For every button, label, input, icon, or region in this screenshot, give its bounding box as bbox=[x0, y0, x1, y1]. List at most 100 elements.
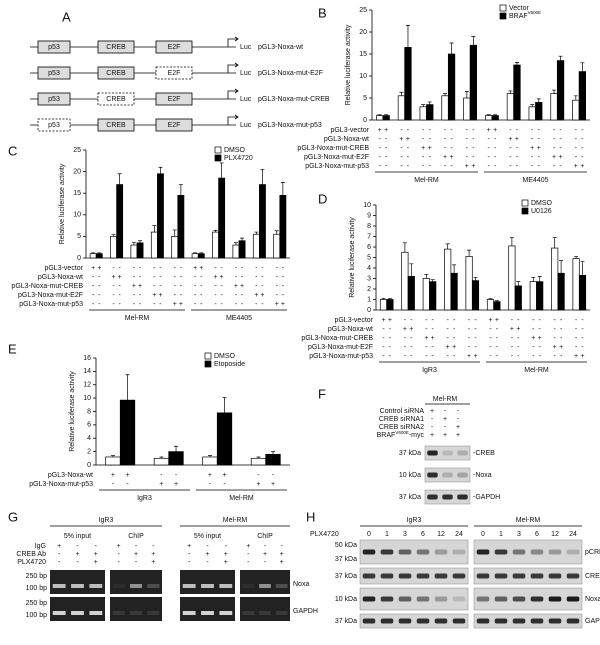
condition-sign: - bbox=[575, 127, 578, 134]
error-bar bbox=[125, 374, 130, 401]
condition-sign: + bbox=[493, 127, 497, 134]
condition-sign: + bbox=[467, 353, 471, 360]
error-bar bbox=[178, 184, 183, 196]
condition-label: pGL3-Noxa-mut-p53 bbox=[29, 481, 93, 488]
condition-sign: + bbox=[443, 416, 447, 423]
condition-sign: + bbox=[399, 136, 403, 143]
condition-sign: + bbox=[559, 344, 563, 351]
condition-sign: - bbox=[98, 274, 101, 281]
gel-band bbox=[219, 584, 233, 588]
y-tick-label: 10 bbox=[363, 202, 371, 209]
bar bbox=[463, 97, 471, 121]
condition-sign: - bbox=[511, 317, 514, 324]
condition-sign: + bbox=[125, 472, 129, 479]
condition-sign: - bbox=[447, 353, 450, 360]
condition-sign: - bbox=[58, 551, 61, 558]
condition-sign: - bbox=[389, 335, 392, 342]
condition-sign: - bbox=[581, 154, 584, 161]
condition-sign: - bbox=[472, 154, 475, 161]
bar bbox=[212, 231, 219, 259]
condition-sign: - bbox=[407, 163, 410, 170]
condition-sign: - bbox=[489, 344, 492, 351]
condition-sign: - bbox=[194, 292, 197, 299]
blot-band bbox=[512, 596, 526, 602]
condition-sign: - bbox=[581, 127, 584, 134]
bar bbox=[404, 47, 412, 121]
condition-sign: + bbox=[94, 551, 98, 558]
gel-band bbox=[182, 611, 196, 615]
condition-sign: - bbox=[174, 283, 177, 290]
gel-band bbox=[259, 611, 271, 615]
condition-sign: - bbox=[389, 344, 392, 351]
legend-name: Etoposide bbox=[214, 361, 245, 368]
legend-label: DMSO bbox=[214, 353, 236, 360]
bar bbox=[191, 253, 199, 259]
error-bar bbox=[222, 397, 227, 413]
condition-sign: - bbox=[539, 326, 542, 333]
condition-sign: - bbox=[539, 317, 542, 324]
error-bar bbox=[471, 36, 476, 46]
y-tick-label: 2 bbox=[367, 286, 371, 293]
bar bbox=[382, 115, 390, 121]
condition-sign: - bbox=[516, 127, 519, 134]
condition-sign: + bbox=[240, 283, 244, 290]
condition-sign: - bbox=[422, 154, 425, 161]
condition-sign: + bbox=[97, 265, 101, 272]
condition-sign: - bbox=[98, 292, 101, 299]
bar bbox=[171, 236, 179, 259]
blot-band bbox=[566, 596, 580, 602]
condition-sign: - bbox=[135, 543, 138, 550]
blot-band bbox=[548, 618, 562, 624]
element-label: CREB bbox=[106, 122, 126, 129]
condition-sign: - bbox=[159, 274, 162, 281]
legend-swatch bbox=[214, 146, 222, 154]
blot-band bbox=[457, 494, 468, 500]
error-bar bbox=[111, 234, 116, 237]
error-bar bbox=[473, 277, 478, 281]
condition-sign: - bbox=[532, 317, 535, 324]
y-tick-label: 8 bbox=[87, 408, 91, 415]
condition-sign: - bbox=[496, 335, 499, 342]
bar bbox=[419, 106, 427, 121]
condition-label: pGL3-Noxa-mut-CREB bbox=[301, 335, 373, 342]
y-tick-label: 16 bbox=[83, 355, 91, 362]
condition-sign: + bbox=[580, 353, 584, 360]
blot-band bbox=[434, 596, 448, 602]
blot-band bbox=[442, 472, 453, 478]
legend-swatch bbox=[204, 352, 212, 360]
error-bar bbox=[559, 260, 564, 274]
blot-band bbox=[566, 573, 580, 579]
condition-sign: - bbox=[432, 353, 435, 360]
blot-background bbox=[473, 587, 583, 611]
error-bar bbox=[399, 91, 404, 96]
legend-superscript: V600E bbox=[528, 10, 542, 15]
construct-label: pGL3-Noxa-mut-p53 bbox=[258, 122, 322, 129]
condition-sign: - bbox=[575, 154, 578, 161]
condition-sign: + bbox=[179, 301, 183, 308]
element-label: p53 bbox=[48, 96, 60, 103]
condition-sign: - bbox=[95, 543, 98, 550]
condition-sign: - bbox=[444, 163, 447, 170]
gel-band bbox=[129, 611, 143, 615]
condition-sign: - bbox=[276, 292, 279, 299]
blot-label: GAPDH bbox=[585, 618, 600, 625]
blot-band bbox=[548, 549, 562, 555]
band-label: GAPDH bbox=[293, 608, 318, 615]
condition-sign: - bbox=[494, 136, 497, 143]
condition-label: pGL3-Noxa-mut-E2F bbox=[18, 292, 83, 299]
condition-sign: - bbox=[489, 335, 492, 342]
condition-sign: - bbox=[468, 317, 471, 324]
bar bbox=[265, 453, 281, 466]
condition-sign: - bbox=[404, 344, 407, 351]
condition-sign: - bbox=[444, 127, 447, 134]
blot-band bbox=[398, 618, 412, 624]
blot-band bbox=[452, 573, 466, 579]
cell-label: IgR3 bbox=[407, 517, 422, 524]
reporter-label: Luc bbox=[240, 96, 252, 103]
condition-sign: - bbox=[554, 326, 557, 333]
element-box bbox=[155, 118, 193, 132]
condition-sign: - bbox=[425, 344, 428, 351]
bar bbox=[471, 280, 480, 311]
condition-sign: + bbox=[421, 145, 425, 152]
blot-band bbox=[512, 573, 526, 579]
